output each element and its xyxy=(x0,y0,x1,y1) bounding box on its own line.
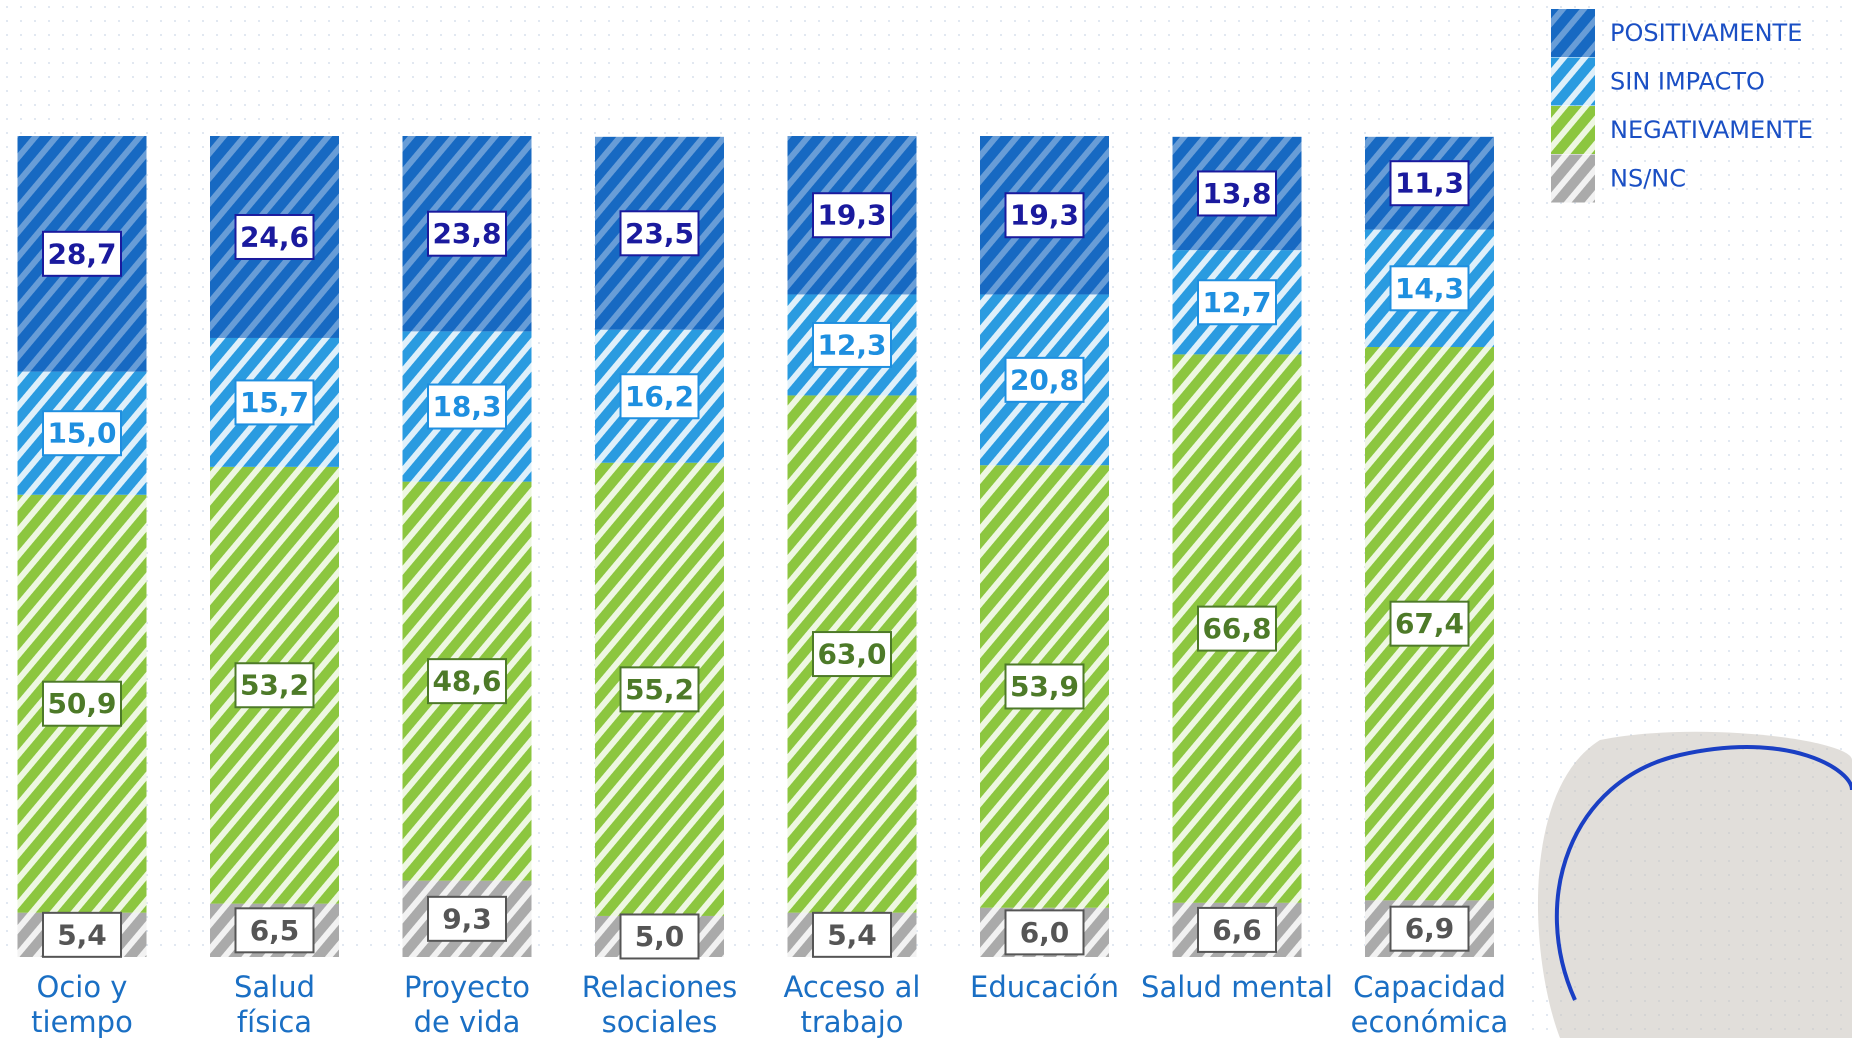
value-label-box xyxy=(1389,600,1470,647)
x-tick-label: Educación xyxy=(970,970,1119,1004)
value-label: 15,0 xyxy=(47,417,116,450)
value-label: 11,3 xyxy=(1395,167,1464,200)
legend-label: SIN IMPACTO xyxy=(1610,68,1765,96)
value-label-box xyxy=(42,410,122,457)
value-label: 24,6 xyxy=(240,220,309,253)
value-label-box xyxy=(1389,265,1470,312)
value-label: 16,2 xyxy=(625,380,694,413)
value-label: 23,5 xyxy=(625,217,694,250)
base-band xyxy=(0,958,1520,1038)
value-label: 55,2 xyxy=(625,673,694,706)
value-label-box xyxy=(42,680,122,727)
legend-swatch xyxy=(1551,9,1595,57)
value-label: 66,8 xyxy=(1202,612,1271,645)
legend-swatch xyxy=(1551,154,1595,203)
value-label-box xyxy=(1197,170,1277,217)
photo-decoration xyxy=(1537,731,1852,1038)
value-label-box xyxy=(812,192,892,239)
value-label: 50,9 xyxy=(47,687,116,720)
legend-label: NEGATIVAMENTE xyxy=(1610,116,1813,144)
value-label-box xyxy=(619,210,700,257)
value-label: 28,7 xyxy=(47,237,116,270)
value-label-box xyxy=(42,230,122,277)
value-label-box xyxy=(1389,905,1470,952)
value-label-box xyxy=(1004,356,1085,403)
value-label-box xyxy=(812,911,892,958)
curve-decoration xyxy=(1554,745,1852,1001)
value-label-box xyxy=(427,383,507,430)
value-label: 67,4 xyxy=(1395,607,1464,640)
value-label-box xyxy=(1197,605,1277,652)
value-label: 23,8 xyxy=(432,217,501,250)
value-label: 19,3 xyxy=(1010,199,1079,232)
value-label-box xyxy=(619,913,700,960)
value-label: 15,7 xyxy=(240,386,309,419)
legend-label: NS/NC xyxy=(1610,165,1686,193)
x-tick-label: Ocio y tiempo xyxy=(31,970,133,1038)
value-label: 5,4 xyxy=(827,918,877,951)
value-label: 6,9 xyxy=(1405,912,1455,945)
value-label-box xyxy=(1004,909,1085,956)
x-tick-label: Acceso al trabajo xyxy=(783,970,921,1038)
value-label-box xyxy=(1197,279,1277,326)
value-label: 53,9 xyxy=(1010,670,1079,703)
value-label-box xyxy=(1389,160,1470,207)
value-label: 5,0 xyxy=(635,920,685,953)
legend-swatch xyxy=(1551,57,1595,106)
value-label-box xyxy=(1197,906,1277,953)
value-label-box xyxy=(427,658,507,705)
value-label-box xyxy=(427,210,507,257)
value-label-box xyxy=(812,631,892,678)
value-label: 53,2 xyxy=(240,669,309,702)
value-label: 63,0 xyxy=(817,638,886,671)
x-tick-label: Proyecto de vida xyxy=(403,970,531,1038)
x-tick-label: Salud física xyxy=(233,970,316,1038)
value-label-box xyxy=(234,662,315,709)
value-label: 20,8 xyxy=(1010,363,1079,396)
value-label: 6,6 xyxy=(1212,913,1262,946)
value-label-box xyxy=(42,911,122,958)
value-label-box xyxy=(427,895,507,942)
x-tick-label: Capacidad económica xyxy=(1350,970,1509,1038)
value-label-box xyxy=(812,321,892,368)
value-label: 12,7 xyxy=(1202,286,1271,319)
value-label: 18,3 xyxy=(432,390,501,423)
value-label-box xyxy=(619,373,700,420)
x-tick-label: Relaciones sociales xyxy=(581,970,738,1038)
value-label: 48,6 xyxy=(432,665,501,698)
value-label-box xyxy=(234,907,315,954)
value-label-box xyxy=(1004,192,1085,239)
value-label-box xyxy=(234,379,315,426)
value-label: 13,8 xyxy=(1202,177,1271,210)
value-label-box xyxy=(619,666,700,713)
x-tick-label: Salud mental xyxy=(1141,970,1333,1004)
legend-label: POSITIVAMENTE xyxy=(1610,19,1802,47)
legend-swatch xyxy=(1551,106,1595,154)
value-label: 9,3 xyxy=(442,902,492,935)
value-label-box xyxy=(234,213,315,260)
value-label: 14,3 xyxy=(1395,272,1464,305)
value-label-box xyxy=(1004,663,1085,710)
value-label: 19,3 xyxy=(817,199,886,232)
value-label: 6,5 xyxy=(250,914,300,947)
value-label: 5,4 xyxy=(57,918,107,951)
value-label: 6,0 xyxy=(1020,916,1070,949)
value-label: 12,3 xyxy=(817,328,886,361)
